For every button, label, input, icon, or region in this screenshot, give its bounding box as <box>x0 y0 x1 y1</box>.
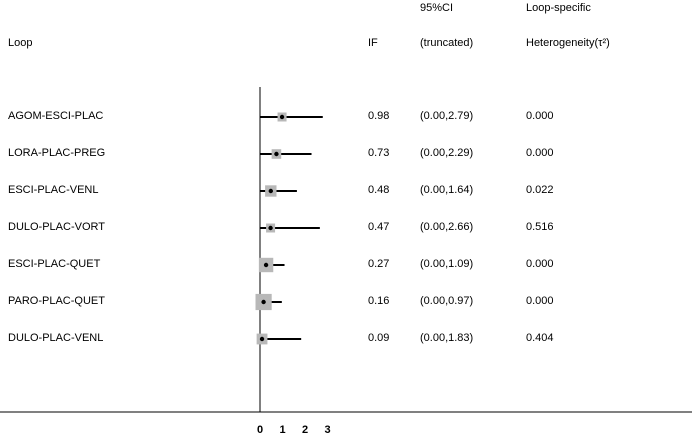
point-estimate <box>259 336 265 342</box>
row-loop-label: PARO-PLAC-QUET <box>8 295 105 307</box>
row-loop-label: ESCI-PLAC-VENL <box>8 184 99 196</box>
x-tick-label: 0 <box>257 424 263 435</box>
row-ci-value: (0.00,2.29) <box>420 147 474 159</box>
row-if-value: 0.16 <box>368 295 390 307</box>
row-heterogeneity-value: 0.022 <box>526 184 554 196</box>
row-loop-label: AGOM-ESCI-PLAC <box>8 110 104 122</box>
header-ci-line2: (truncated) <box>420 37 474 49</box>
row-loop-label: LORA-PLAC-PREG <box>8 147 106 159</box>
row-ci-value: (0.00,2.79) <box>420 110 474 122</box>
row-heterogeneity-value: 0.516 <box>526 221 554 233</box>
row-if-value: 0.47 <box>368 221 390 233</box>
row-heterogeneity-value: 0.000 <box>526 147 554 159</box>
row-heterogeneity-value: 0.404 <box>526 332 554 344</box>
row-heterogeneity-value: 0.000 <box>526 295 554 307</box>
row-loop-label: DULO-PLAC-VORT <box>8 221 105 233</box>
row-if-value: 0.09 <box>368 332 390 344</box>
row-ci-value: (0.00,1.83) <box>420 332 474 344</box>
point-estimate <box>274 151 279 157</box>
x-tick-label: 3 <box>324 424 330 435</box>
row-if-value: 0.98 <box>368 110 390 122</box>
row-if-value: 0.27 <box>368 258 390 270</box>
row-heterogeneity-value: 0.000 <box>526 258 554 270</box>
header-ci-line1: 95%CI <box>420 2 454 14</box>
row-ci-value: (0.00,2.66) <box>420 221 474 233</box>
header-loop: Loop <box>8 37 33 49</box>
x-tick-label: 1 <box>279 424 285 435</box>
row-if-value: 0.73 <box>368 147 390 159</box>
row-if-value: 0.48 <box>368 184 390 196</box>
header-if: IF <box>368 37 378 49</box>
row-ci-value: (0.00,1.09) <box>420 258 474 270</box>
x-tick-label: 2 <box>302 424 308 435</box>
point-estimate <box>279 114 285 120</box>
row-loop-label: ESCI-PLAC-QUET <box>8 258 101 270</box>
point-estimate <box>268 225 273 231</box>
row-loop-label: DULO-PLAC-VENL <box>8 332 104 344</box>
point-estimate <box>263 262 269 268</box>
header-het-line2: Heterogeneity(τ²) <box>526 37 610 49</box>
point-estimate <box>268 188 273 194</box>
row-heterogeneity-value: 0.000 <box>526 110 554 122</box>
row-ci-value: (0.00,0.97) <box>420 295 474 307</box>
row-ci-value: (0.00,1.64) <box>420 184 474 196</box>
point-estimate <box>261 299 266 305</box>
header-het-line1: Loop-specific <box>526 2 591 14</box>
